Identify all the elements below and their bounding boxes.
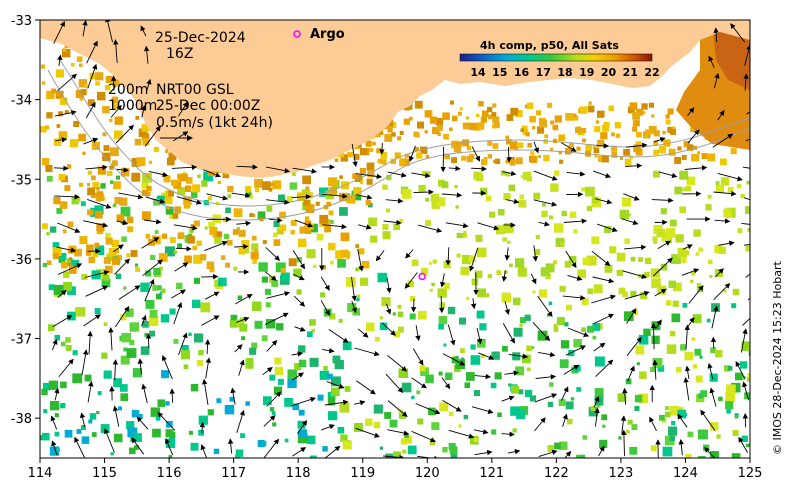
- current-vectors: [50, 20, 750, 458]
- colorbar-tick-label: 21: [623, 66, 638, 79]
- lon-tick-label: 120: [415, 466, 440, 481]
- isobath-200m: [59, 59, 750, 207]
- colorbar-tick-label: 20: [601, 66, 617, 79]
- scale-arrow-label: 0.5m/s (1kt 24h): [156, 115, 273, 131]
- lat-tick-label: -36: [11, 253, 32, 268]
- colorbar-tick-label: 18: [557, 66, 572, 79]
- lat-tick-label: -37: [11, 333, 32, 348]
- argo-legend-label: Argo: [310, 27, 345, 42]
- colorbar-gradient: [459, 53, 653, 62]
- colorbar-tick-label: 22: [644, 66, 659, 79]
- colorbar-tick-label: 14: [470, 66, 486, 79]
- colorbar-tick-label: 15: [492, 66, 507, 79]
- isobath-200m-label: 200m: [108, 82, 148, 98]
- lat-tick-label: -35: [11, 173, 32, 188]
- lon-tick-label: 125: [738, 466, 763, 481]
- lon-tick-label: 117: [221, 466, 246, 481]
- credit-label: © IMOS 28-Dec-2024 15:23 Hobart: [771, 260, 784, 455]
- colorbar-title: 4h comp, p50, All Sats: [480, 39, 619, 52]
- lon-tick-label: 119: [350, 466, 375, 481]
- lon-tick-label: 114: [28, 466, 53, 481]
- time-label: 16Z: [166, 46, 193, 62]
- argo-legend-icon: [293, 30, 301, 38]
- lon-tick-label: 122: [544, 466, 569, 481]
- lon-tick-label: 123: [608, 466, 633, 481]
- argo-float-marker: [418, 272, 426, 281]
- longitude-axis: 114 115 116 117 118 119 120 121 122 123 124 125: [28, 458, 763, 481]
- isobath-1000m: [47, 69, 750, 221]
- latitude-axis: -33 -34 -35 -36 -37 -38: [11, 14, 40, 427]
- date-label: 25-Dec-2024: [155, 30, 246, 46]
- lon-tick-label: 115: [92, 466, 117, 481]
- isobath-1000m-label: 1000m: [108, 98, 157, 114]
- lon-tick-label: 116: [157, 466, 182, 481]
- lon-tick-label: 118: [286, 466, 311, 481]
- current-time-label: 25-Dec 00:00Z: [156, 98, 260, 114]
- colorbar: 4h comp, p50, All Sats 14 15 16 17 18 19 20 21 2…: [459, 39, 660, 79]
- plot-frame: [39, 19, 751, 459]
- lon-tick-label: 121: [479, 466, 504, 481]
- lat-tick-label: -38: [11, 412, 32, 427]
- colorbar-tick-label: 19: [579, 66, 594, 79]
- lat-tick-label: -33: [11, 14, 32, 29]
- current-source-label: NRT00 GSL: [156, 82, 234, 98]
- lon-tick-label: 124: [673, 466, 698, 481]
- colorbar-tick-label: 17: [536, 66, 551, 79]
- colorbar-tick-label: 16: [514, 66, 530, 79]
- lat-tick-label: -34: [11, 94, 32, 109]
